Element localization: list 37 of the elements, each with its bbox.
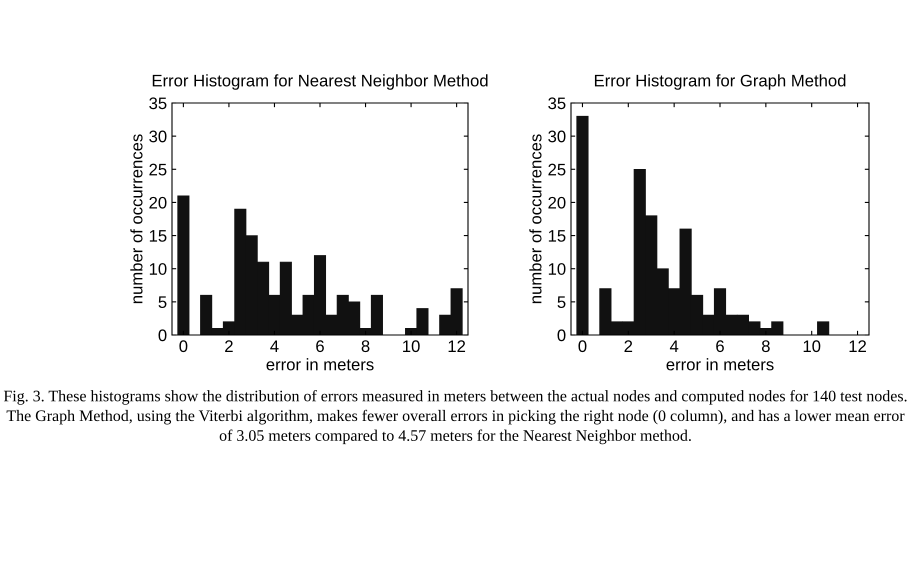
x-axis-title: error in meters xyxy=(266,358,374,370)
y-tick-label: 20 xyxy=(548,196,566,209)
x-tick-label: 8 xyxy=(762,340,770,352)
y-tick-label: 15 xyxy=(548,230,566,242)
x-tick-label: 6 xyxy=(316,340,324,352)
x-tick-label: 0 xyxy=(179,340,188,352)
x-tick-label: 4 xyxy=(670,340,678,352)
x-tick-label: 2 xyxy=(225,340,233,352)
x-tick-label: 10 xyxy=(804,340,820,352)
y-tick-label: 0 xyxy=(558,329,566,342)
y-tick-label: 25 xyxy=(149,164,166,176)
caption: Fig. 3. These histograms show the distribution of errors measured in meters between the actual nodes and computed nodes for 140 test nodes. The Graph Method, using the Viterbi algorithm, makes fewer overall errors in picking the right node (0 column), and has a lower mean error of 3.05 meters compared to 4.57 meters for the Nearest Neighbor method. xyxy=(4,390,907,444)
y-tick-label: 35 xyxy=(548,97,566,110)
y-tick-label: 30 xyxy=(548,130,566,142)
x-tick-label: 12 xyxy=(850,340,866,352)
y-tick-label: 10 xyxy=(548,263,566,275)
x-axis-title: error in meters xyxy=(666,358,774,370)
y-tick-label: 20 xyxy=(149,196,166,209)
x-tick-label: 10 xyxy=(403,340,420,352)
y-axis-title: number of occurrences xyxy=(130,134,143,304)
chart-title: Error Histogram for Nearest Neighbor Method xyxy=(152,74,488,90)
x-tick-label: 12 xyxy=(448,340,466,352)
x-tick-label: 8 xyxy=(362,340,370,352)
y-tick-label: 30 xyxy=(149,130,166,142)
y-axis-title: number of occurrences xyxy=(529,134,542,304)
y-tick-label: 5 xyxy=(158,296,166,308)
x-tick-label: 0 xyxy=(578,340,586,352)
y-tick-label: 5 xyxy=(558,296,566,308)
x-tick-label: 6 xyxy=(716,340,724,352)
y-tick-label: 35 xyxy=(149,97,166,110)
y-tick-label: 25 xyxy=(548,164,566,176)
y-tick-label: 0 xyxy=(158,329,166,342)
x-tick-label: 2 xyxy=(624,340,632,352)
y-tick-label: 10 xyxy=(150,263,166,275)
chart-title: Error Histogram for Graph Method xyxy=(594,74,846,90)
y-tick-label: 15 xyxy=(150,230,166,242)
x-tick-label: 4 xyxy=(270,340,279,352)
